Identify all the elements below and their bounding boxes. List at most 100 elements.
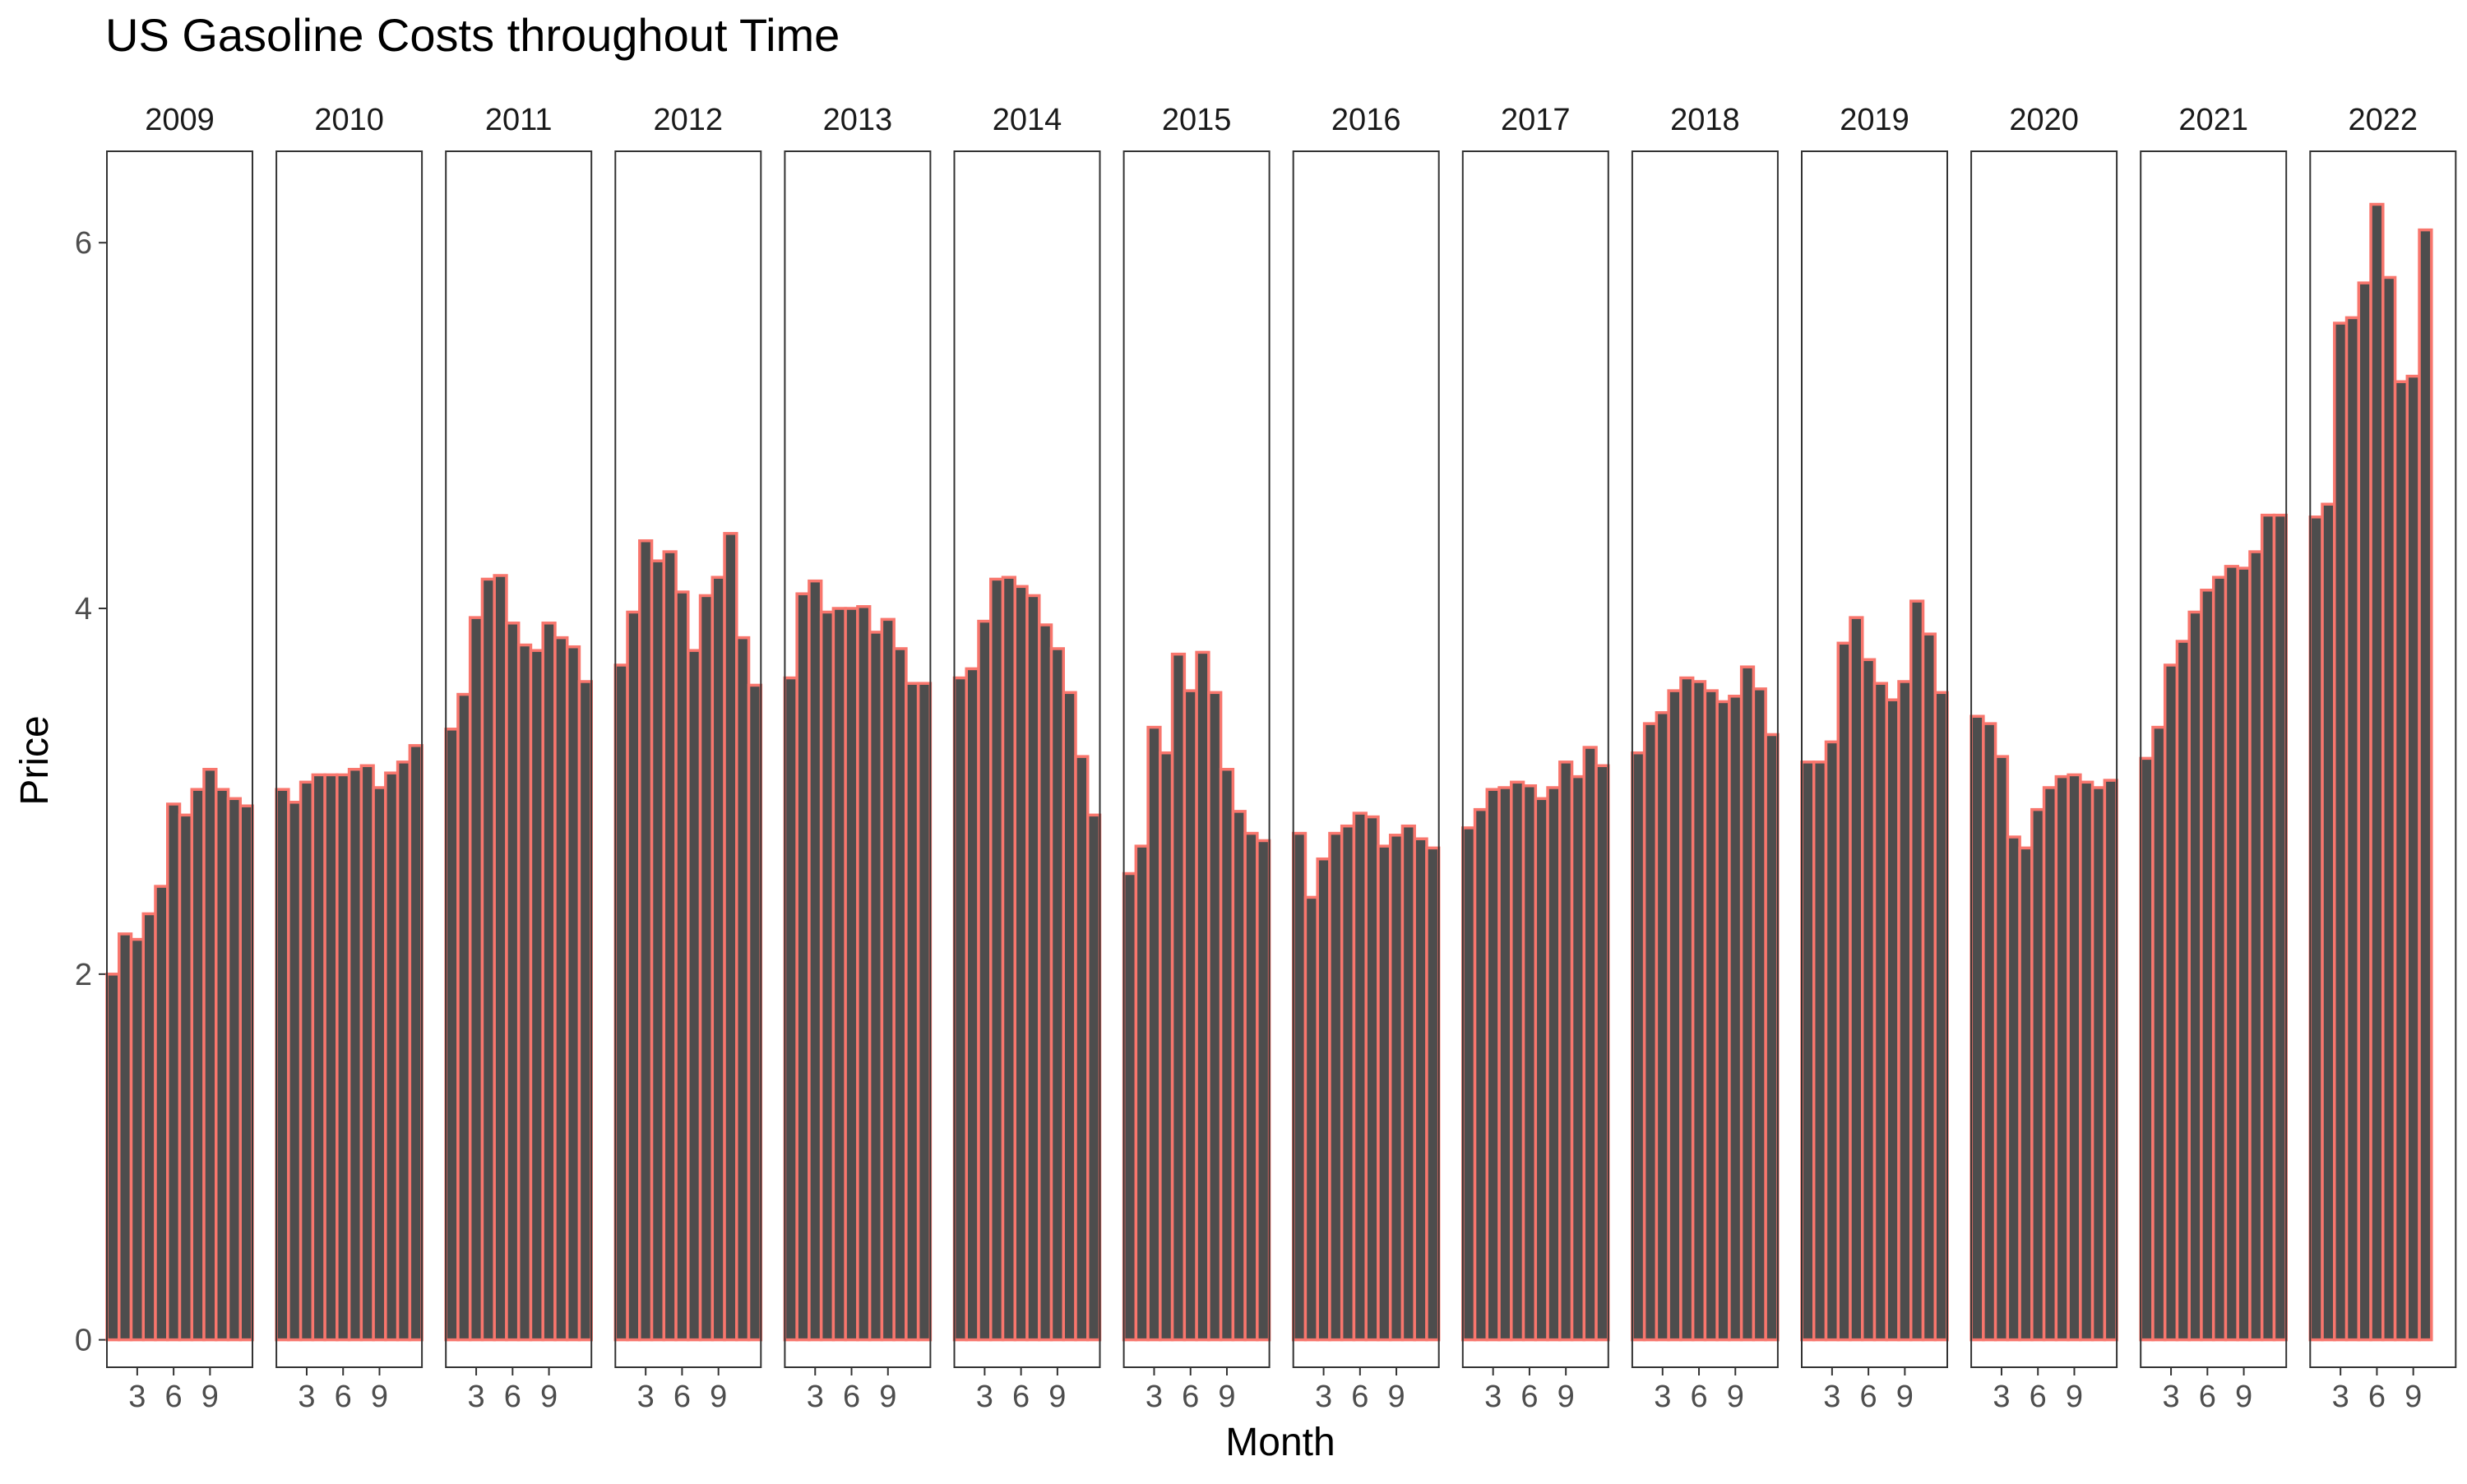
bar <box>347 767 363 1342</box>
facet-panel-2011: 2011 3 6 9 <box>444 103 593 1414</box>
bar <box>1849 616 1864 1342</box>
bar <box>1364 815 1380 1342</box>
chart-title: US Gasoline Costs throughout Time <box>105 9 840 61</box>
bar <box>662 550 678 1342</box>
bar <box>2405 374 2421 1342</box>
facet-panel-2017: 2017 3 6 9 <box>1461 103 1610 1414</box>
bar <box>905 682 920 1342</box>
facet-panel-2010: 2010 3 6 9 <box>275 103 424 1414</box>
bar <box>1872 682 1888 1342</box>
bar <box>1800 760 1816 1342</box>
bar <box>1328 831 1344 1342</box>
x-tick-label: 9 <box>371 1380 388 1414</box>
x-tick-label: 9 <box>879 1380 896 1414</box>
x-tick-label: 6 <box>1012 1380 1030 1414</box>
bar <box>1570 774 1586 1342</box>
bar <box>480 577 496 1342</box>
facet-panel-2015: 2015 3 6 9 <box>1122 103 1271 1414</box>
bar <box>238 804 254 1342</box>
bar <box>1049 647 1065 1342</box>
x-tick-label: 3 <box>2332 1380 2349 1414</box>
x-tick-label: 9 <box>710 1380 727 1414</box>
bar <box>1655 711 1670 1342</box>
bar <box>1691 680 1707 1342</box>
x-tick-label: 3 <box>1315 1380 1332 1414</box>
panel-border <box>1631 150 1779 1368</box>
panel-border <box>1970 150 2118 1368</box>
bar <box>1993 755 2010 1342</box>
x-tick-label: 3 <box>1654 1380 1671 1414</box>
bar <box>1521 784 1538 1342</box>
bar <box>275 788 290 1342</box>
bar <box>1425 846 1441 1342</box>
facet-strip-label: 2011 <box>485 103 553 137</box>
bar <box>1170 652 1187 1342</box>
facet-strip-label: 2010 <box>314 103 384 137</box>
bar <box>1013 585 1029 1342</box>
x-tick-label: 3 <box>976 1380 993 1414</box>
bar <box>1836 641 1852 1342</box>
bar <box>2248 550 2264 1342</box>
bar <box>2067 773 2082 1342</box>
bar <box>1159 751 1174 1342</box>
bar <box>311 773 326 1342</box>
facet-panel-2022: 2022 3 6 9 <box>2308 103 2457 1414</box>
bar <box>1921 632 1937 1342</box>
bar <box>359 764 375 1342</box>
bar <box>1534 797 1549 1342</box>
bar <box>1461 826 1477 1342</box>
x-tick-label: 3 <box>1993 1380 2010 1414</box>
bar <box>1497 786 1513 1342</box>
x-tick-label: 9 <box>1048 1380 1066 1414</box>
bar <box>613 663 629 1342</box>
bar <box>916 682 933 1342</box>
bar <box>1256 839 1271 1342</box>
bar <box>1377 844 1392 1342</box>
bar <box>2090 786 2107 1342</box>
bar <box>892 647 908 1342</box>
panel-border <box>445 150 593 1368</box>
bar <box>2369 202 2385 1342</box>
bar <box>2236 566 2252 1342</box>
bar <box>1642 722 1659 1342</box>
bar <box>226 797 242 1342</box>
bar <box>1413 837 1428 1342</box>
facet-strip-label: 2015 <box>1162 103 1232 137</box>
x-tick-label: 9 <box>1388 1380 1405 1414</box>
bar <box>468 616 484 1342</box>
x-tick-label: 6 <box>504 1380 521 1414</box>
x-tick-label: 9 <box>1727 1380 1744 1414</box>
bar <box>952 676 968 1342</box>
bar <box>698 594 715 1342</box>
x-tick-label: 6 <box>165 1380 183 1414</box>
facet-strip-label: 2013 <box>823 103 893 137</box>
bar <box>1183 689 1198 1342</box>
x-tick-label: 9 <box>1557 1380 1575 1414</box>
y-axis-title: Price <box>13 715 57 805</box>
panel-border <box>1122 150 1271 1368</box>
facet-panel-2012: 2012 3 6 9 <box>613 103 763 1414</box>
bar <box>1231 810 1247 1342</box>
bar <box>674 590 690 1342</box>
bar <box>2042 786 2058 1342</box>
bar <box>2344 316 2361 1342</box>
bar <box>1667 689 1682 1342</box>
bar <box>1631 751 1646 1342</box>
facet-strip-label: 2009 <box>145 103 215 137</box>
bar <box>2139 756 2155 1342</box>
bar <box>1062 691 1077 1342</box>
x-tick-label: 3 <box>807 1380 824 1414</box>
bar <box>1352 811 1368 1342</box>
bar <box>408 744 424 1342</box>
bar <box>831 607 847 1342</box>
bar <box>1933 691 1949 1342</box>
bar <box>1086 813 1102 1342</box>
bar <box>384 771 400 1342</box>
bar <box>1038 623 1053 1342</box>
bar <box>2308 515 2324 1342</box>
bar <box>965 667 980 1342</box>
y-tick-label: 6 <box>75 226 92 261</box>
bar <box>638 539 654 1342</box>
bar <box>541 622 557 1342</box>
